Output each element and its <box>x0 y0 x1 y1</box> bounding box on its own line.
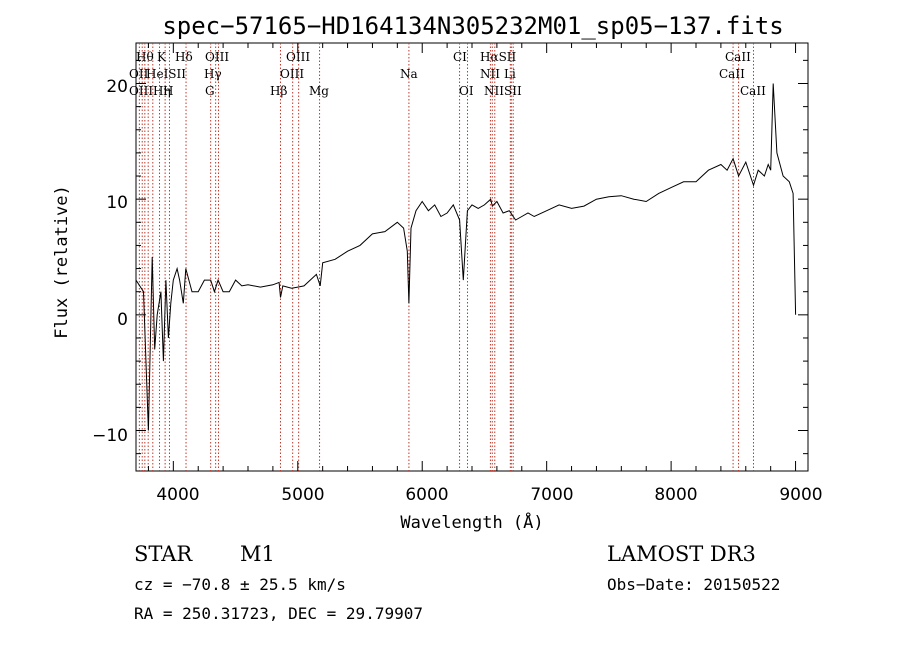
x-tick-label: 6000 <box>405 485 448 505</box>
line-label: H <box>163 84 173 98</box>
x-tick-label: 4000 <box>156 485 199 505</box>
line-label: Mg <box>309 84 329 98</box>
object-class: STAR <box>134 542 193 566</box>
line-label: Li <box>504 67 516 81</box>
survey-name: LAMOST DR3 <box>607 542 756 566</box>
x-tick-label: 7000 <box>530 485 573 505</box>
line-label: Na <box>400 67 418 81</box>
line-label: Hδ <box>175 50 193 64</box>
line-label: CaII <box>719 67 745 81</box>
line-label: NIISII <box>484 84 522 98</box>
line-label: HeISII <box>146 67 186 81</box>
y-axis-label: Flux (relative) <box>52 185 72 339</box>
line-labels-row2: OII HeISII Hγ OIII Na NII Li <box>129 67 516 81</box>
line-label: Hγ <box>204 67 222 81</box>
y-tick-label: 0 <box>117 310 128 330</box>
line-labels-row1: Hθ K Hδ OIII OIII CI HαSII <box>136 50 517 64</box>
x-axis-ticks <box>147 43 797 471</box>
line-label: CaII <box>740 84 766 98</box>
line-label: Hθ <box>136 50 154 64</box>
line-label: CI <box>453 50 467 64</box>
x-tick-labels: 4000 5000 6000 7000 8000 9000 <box>156 485 822 505</box>
line-label: K <box>157 50 167 64</box>
line-label: OII <box>129 67 149 81</box>
plot-frame <box>135 42 809 472</box>
line-label: OI <box>459 84 474 98</box>
line-label: OIIIHη <box>129 84 171 98</box>
y-tick-label: −10 <box>92 426 128 446</box>
line-label: NII <box>480 67 500 81</box>
x-tick-label: 5000 <box>281 485 324 505</box>
object-subclass: M1 <box>240 542 275 566</box>
redshift-readout: cz = −70.8 ± 25.5 km/s <box>134 575 346 594</box>
spectral-line-markers <box>138 43 754 471</box>
line-label: G <box>205 84 215 98</box>
x-axis-label: Wavelength (Å) <box>400 511 543 533</box>
chart-title: spec−57165−HD164134N305232M01_sp05−137.f… <box>162 12 783 40</box>
y-tick-label: 20 <box>106 77 128 97</box>
obs-date: Obs−Date: 20150522 <box>607 575 780 594</box>
x-tick-label: 9000 <box>779 485 822 505</box>
line-labels-row3: OIIIHη H G Hβ Mg OI NIISII <box>129 84 522 98</box>
calcium-labels: CaII CaII CaII <box>719 50 766 98</box>
y-axis-ticks <box>136 59 808 455</box>
y-tick-label: 10 <box>106 193 128 213</box>
x-tick-label: 8000 <box>654 485 697 505</box>
y-tick-labels: −10 0 10 20 <box>92 77 128 446</box>
spectrum-line <box>135 83 797 431</box>
line-label: OIII <box>286 50 310 64</box>
line-label: Hβ <box>270 84 287 98</box>
line-label: OIII <box>205 50 229 64</box>
line-label: CaII <box>725 50 751 64</box>
coordinates: RA = 250.31723, DEC = 29.79907 <box>134 604 423 623</box>
line-label: HαSII <box>480 50 517 64</box>
line-label: OIII <box>280 67 304 81</box>
